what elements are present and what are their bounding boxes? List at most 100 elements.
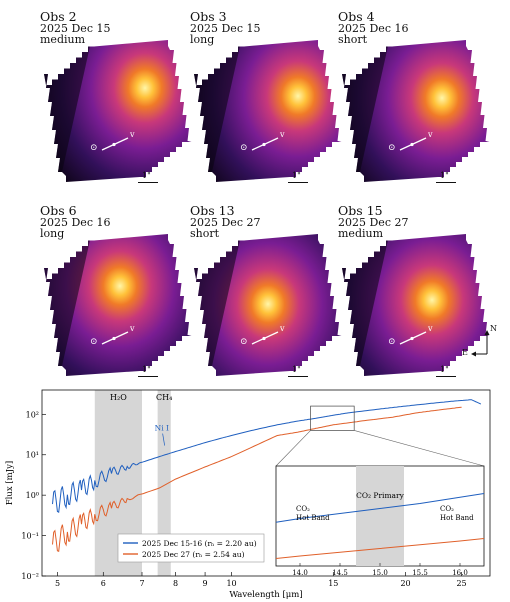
scale-label: 1" <box>292 365 301 374</box>
absorption-band <box>157 390 171 576</box>
date-label: 2025 Dec 16 <box>338 22 409 35</box>
inset-hot-band-label: Hot Band <box>296 514 330 522</box>
inset-hot-band-label: Hot Band <box>440 514 474 522</box>
legend-box <box>117 533 265 563</box>
velocity-vector <box>251 331 279 345</box>
inset-hot-band-label: CO₂ <box>440 505 454 513</box>
scale-bar <box>436 182 456 183</box>
mode-label: medium <box>40 33 86 46</box>
date-label: 2025 Dec 15 <box>190 22 261 35</box>
coma-image <box>342 40 490 182</box>
mode-label: long <box>190 33 215 46</box>
coma-image <box>342 234 490 376</box>
velocity-label: v <box>280 130 285 139</box>
sun-direction-icon: ⊙ <box>388 143 396 153</box>
x-tick-label: 20 <box>400 579 410 588</box>
panel-caption: Obs 13 2025 Dec 27 short <box>190 204 260 239</box>
x-tick-label: 6 <box>101 579 106 588</box>
obs-label: Obs 2 <box>40 9 77 24</box>
x-tick-label: 15 <box>328 579 338 588</box>
sun-direction-icon: ⊙ <box>90 337 98 347</box>
velocity-label: v <box>130 130 135 139</box>
inset-x-tick-label: 14.0 <box>292 569 308 577</box>
date-label: 2025 Dec 27 <box>338 216 409 229</box>
image-panel: ⊙ v Obs 2 2025 Dec 15 medium 1" <box>38 10 198 190</box>
date-label: 2025 Dec 27 <box>190 216 261 229</box>
inset-x-tick-label: 16.0 <box>452 569 468 577</box>
scale-label: 1" <box>440 171 449 180</box>
x-tick-label: 9 <box>203 579 208 588</box>
scale-bar <box>138 182 158 183</box>
panel-caption: Obs 6 2025 Dec 16 long <box>40 204 110 239</box>
inset-band <box>356 466 404 566</box>
compass: N E <box>462 324 500 358</box>
scale-label: 1" <box>440 365 449 374</box>
zoom-connector <box>275 430 311 467</box>
inset-hot-band-label: CO₂ <box>296 505 310 513</box>
plot-frame <box>41 389 491 577</box>
scale-bar <box>138 376 158 377</box>
spectrum-chart: H₂O CH₄ 5 6 7 8 9 10 15 20 25 10⁻² 10⁻¹ 10⁰ 10¹ 10² Wave… <box>5 389 491 600</box>
x-tick-label: 10 <box>226 579 236 588</box>
obs-label: Obs 4 <box>338 9 375 24</box>
date-label: 2025 Dec 16 <box>40 216 111 229</box>
velocity-vector <box>251 137 279 151</box>
x-tick-label: 7 <box>139 579 144 588</box>
x-tick-label: 5 <box>55 579 60 588</box>
panel-caption: Obs 3 2025 Dec 15 long <box>190 10 260 45</box>
zoom-box <box>310 405 355 431</box>
inset-series-orange <box>275 538 485 559</box>
coma-image <box>194 234 342 376</box>
y-axis-label: Flux [mJy] <box>5 461 15 506</box>
obs-label: Obs 6 <box>40 203 77 218</box>
inset-series-blue <box>275 493 485 523</box>
sun-direction-icon: ⊙ <box>240 337 248 347</box>
compass-east-label: E <box>462 348 468 357</box>
zoom-connector <box>354 430 485 467</box>
band-label: H₂O <box>110 393 127 402</box>
panel-caption: Obs 2 2025 Dec 15 medium <box>40 10 110 45</box>
inset-x-tick-label: 14.5 <box>332 569 348 577</box>
velocity-vector <box>101 137 129 151</box>
y-tick-label: 10⁻² <box>21 572 39 581</box>
velocity-vector <box>399 137 427 151</box>
annotation-arrow <box>162 433 165 446</box>
line-annotation: Ni I <box>155 424 169 433</box>
image-panel: ⊙ v Obs 15 2025 Dec 27 medium 1" <box>336 204 496 384</box>
series-dec27-line <box>52 406 462 552</box>
compass-north-label: N <box>490 324 497 333</box>
scale-label: 1" <box>292 171 301 180</box>
scale-label: 1" <box>142 171 151 180</box>
x-tick-label: 8 <box>173 579 178 588</box>
sun-direction-icon: ⊙ <box>90 143 98 153</box>
scale-bar <box>436 376 456 377</box>
coma-image <box>44 234 192 376</box>
inset-x-tick-label: 15.5 <box>412 569 428 577</box>
inset-x-tick-label: 15.0 <box>372 569 388 577</box>
obs-label: Obs 13 <box>190 203 235 218</box>
mode-label: long <box>40 227 65 240</box>
y-tick-label: 10² <box>26 410 39 419</box>
coma-image <box>194 40 342 182</box>
velocity-label: v <box>428 324 433 333</box>
y-tick-label: 10⁰ <box>26 491 39 500</box>
y-tick-label: 10¹ <box>26 451 39 460</box>
velocity-label: v <box>280 324 285 333</box>
obs-label: Obs 15 <box>338 203 383 218</box>
scale-bar <box>288 182 308 183</box>
scale-bar <box>288 376 308 377</box>
y-tick-label: 10⁻¹ <box>21 532 39 541</box>
x-axis-label: Wavelength [μm] <box>229 590 302 600</box>
image-panel: ⊙ v Obs 6 2025 Dec 16 long 1" <box>38 204 198 384</box>
x-tick-label: 25 <box>456 579 466 588</box>
sun-direction-icon: ⊙ <box>388 337 396 347</box>
band-label: CH₄ <box>156 393 172 402</box>
obs-label: Obs 3 <box>190 9 227 24</box>
sun-direction-icon: ⊙ <box>240 143 248 153</box>
image-panel: ⊙ v Obs 4 2025 Dec 16 short 1" <box>336 10 496 190</box>
mode-label: short <box>338 33 368 46</box>
compass-arrows <box>471 330 490 357</box>
coma-image <box>44 40 192 182</box>
velocity-label: v <box>130 324 135 333</box>
series-dec15-16-line <box>52 399 482 514</box>
